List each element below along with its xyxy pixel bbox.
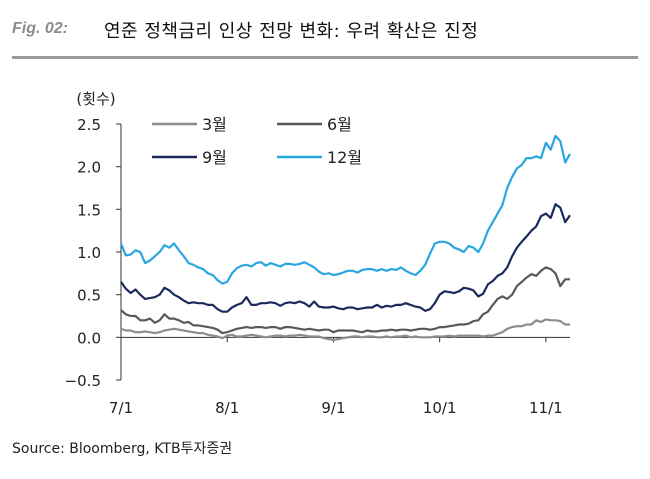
legend-label: 6월 xyxy=(327,115,352,134)
y-tick-label: 2.0 xyxy=(77,159,101,177)
figure-header: Fig. 02: 연준 정책금리 인상 전망 변화: 우려 확산은 진정 xyxy=(12,14,638,44)
x-tick-label: 10/1 xyxy=(423,399,457,417)
y-tick-label: 2.5 xyxy=(77,116,101,134)
series-line xyxy=(120,266,570,335)
y-tick-label: 0.0 xyxy=(77,329,101,347)
x-tick-label: 8/1 xyxy=(215,399,239,417)
series-line xyxy=(120,318,570,341)
y-tick-label: 1.5 xyxy=(77,201,101,219)
source-note: Source: Bloomberg, KTB투자증권 xyxy=(12,441,233,457)
y-axis-label: (횟수) xyxy=(76,90,115,108)
series-line xyxy=(119,134,571,285)
legend-label: 9월 xyxy=(202,148,227,167)
legend-label: 3월 xyxy=(202,115,227,134)
y-tick-label: −0.5 xyxy=(65,372,101,390)
x-tick-label: 11/1 xyxy=(529,399,563,417)
legend-label: 12월 xyxy=(327,148,362,167)
x-tick-label: 9/1 xyxy=(321,399,345,417)
figure-number: Fig. 02: xyxy=(12,20,69,37)
y-tick-label: 1.0 xyxy=(77,244,101,262)
x-tick-label: 7/1 xyxy=(109,399,133,417)
series-line xyxy=(120,203,571,313)
figure-title: 연준 정책금리 인상 전망 변화: 우려 확산은 진정 xyxy=(104,21,479,42)
y-tick-label: 0.5 xyxy=(77,287,101,305)
header-divider xyxy=(12,56,638,59)
